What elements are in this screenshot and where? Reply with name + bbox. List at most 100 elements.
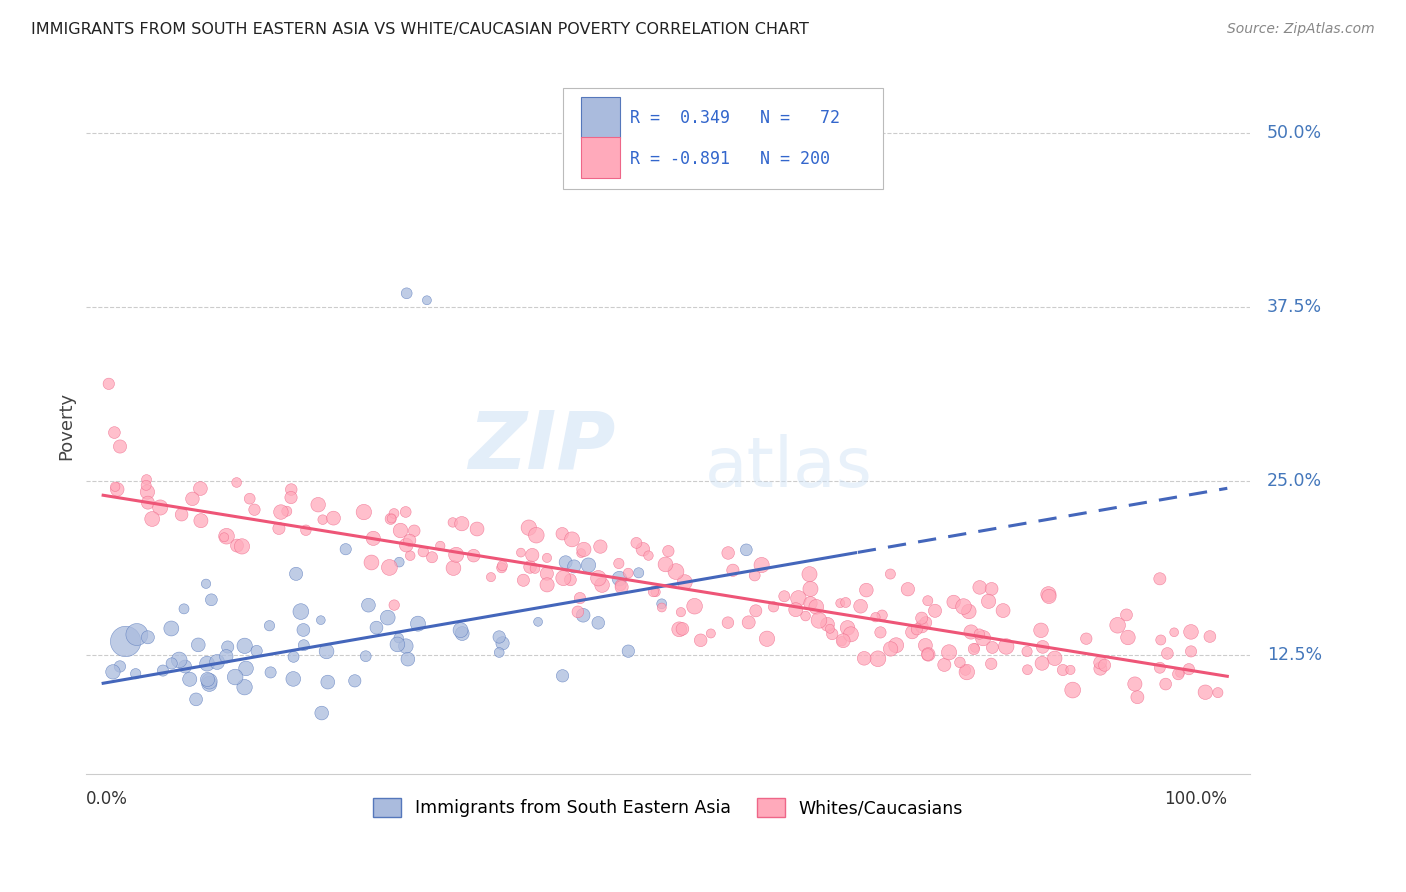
Point [1076, 632, 1098, 646]
Point [395, 639, 418, 653]
Point [280, 491, 302, 505]
Point [572, 542, 595, 557]
Point [668, 623, 690, 637]
Point [561, 533, 583, 547]
Point [1163, 625, 1185, 640]
Point [141, 512, 163, 526]
Point [524, 561, 547, 575]
Text: Source: ZipAtlas.com: Source: ZipAtlas.com [1227, 22, 1375, 37]
Point [963, 642, 986, 657]
Text: 0.0%: 0.0% [86, 790, 128, 808]
Point [387, 637, 409, 651]
Point [721, 563, 744, 577]
Point [717, 615, 740, 630]
Point [1150, 632, 1173, 647]
Point [420, 550, 443, 565]
Point [280, 483, 302, 497]
Point [388, 555, 411, 569]
Point [669, 605, 692, 619]
Point [167, 653, 190, 667]
Point [388, 631, 411, 645]
Point [465, 522, 488, 536]
Text: R = -0.891   N = 200: R = -0.891 N = 200 [630, 150, 830, 168]
Point [357, 598, 380, 612]
Text: 37.5%: 37.5% [1267, 298, 1322, 317]
Point [651, 600, 673, 615]
Point [224, 670, 246, 684]
Point [450, 516, 472, 531]
Point [136, 630, 159, 644]
Point [361, 532, 384, 546]
Point [963, 640, 986, 655]
Point [839, 627, 862, 641]
Point [787, 591, 810, 606]
Point [762, 599, 785, 614]
Point [915, 615, 938, 630]
Point [917, 593, 939, 607]
Text: ZIP: ZIP [468, 408, 616, 485]
Point [335, 542, 357, 557]
Point [200, 592, 222, 607]
Point [512, 574, 534, 588]
Point [377, 610, 399, 624]
Point [654, 558, 676, 572]
Point [1043, 651, 1066, 665]
Point [588, 615, 610, 630]
Point [853, 651, 876, 665]
Point [135, 478, 157, 492]
Point [524, 528, 547, 542]
Point [312, 513, 335, 527]
Point [917, 648, 939, 662]
Point [101, 665, 124, 679]
Point [1126, 690, 1149, 705]
Point [225, 475, 247, 490]
Point [395, 286, 418, 301]
Point [806, 599, 828, 614]
Point [637, 549, 659, 563]
Point [751, 558, 773, 572]
Point [981, 640, 1004, 655]
Point [1038, 590, 1060, 604]
Point [1168, 665, 1191, 680]
Point [395, 505, 418, 519]
Point [969, 581, 991, 595]
Point [1115, 607, 1137, 622]
Text: 12.5%: 12.5% [1267, 647, 1322, 665]
Point [416, 293, 439, 308]
Point [309, 613, 332, 627]
Point [866, 652, 889, 666]
Point [152, 664, 174, 678]
Point [588, 571, 610, 585]
Point [283, 672, 305, 686]
Point [491, 636, 513, 650]
Point [554, 555, 576, 569]
Point [488, 630, 510, 644]
Point [404, 524, 426, 538]
Point [807, 613, 830, 627]
Point [821, 627, 844, 641]
Point [1107, 618, 1129, 632]
Point [568, 591, 591, 606]
Point [737, 615, 759, 630]
Point [917, 648, 939, 662]
Point [276, 504, 298, 518]
Point [195, 657, 218, 671]
Point [938, 645, 960, 659]
Text: 100.0%: 100.0% [1164, 790, 1227, 808]
Point [773, 589, 796, 603]
Point [97, 376, 120, 391]
Point [607, 557, 630, 571]
Point [412, 544, 434, 558]
Point [536, 566, 558, 581]
Point [103, 425, 125, 440]
Point [832, 633, 855, 648]
Point [136, 485, 159, 500]
Point [450, 623, 472, 637]
Point [198, 674, 221, 689]
Text: IMMIGRANTS FROM SOUTH EASTERN ASIA VS WHITE/CAUCASIAN POVERTY CORRELATION CHART: IMMIGRANTS FROM SOUTH EASTERN ASIA VS WH… [31, 22, 808, 37]
Point [125, 627, 148, 641]
Point [735, 542, 758, 557]
Point [744, 568, 766, 582]
Point [745, 604, 768, 618]
Point [160, 622, 183, 636]
